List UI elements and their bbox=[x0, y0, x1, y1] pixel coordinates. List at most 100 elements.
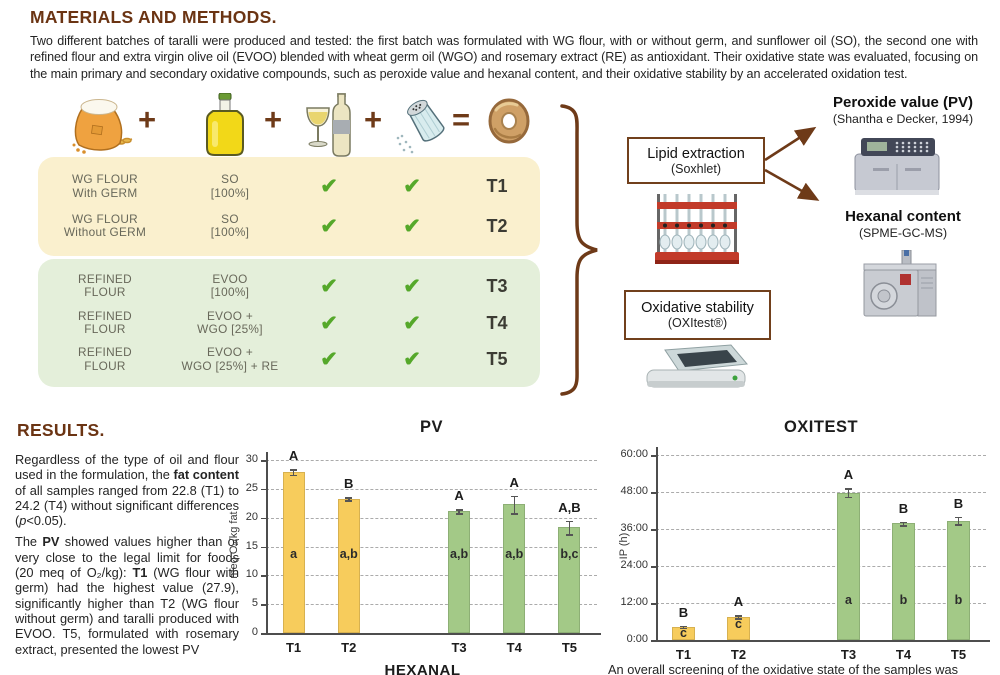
oil-line2: [100%] bbox=[210, 185, 250, 200]
y-tick-label: 48:00 bbox=[620, 485, 648, 497]
bar-letter: c bbox=[680, 626, 687, 641]
x-tick-label: T4 bbox=[506, 640, 522, 655]
oxidative-stability-title: Oxidative stability bbox=[641, 300, 754, 316]
refined-flour-panel: REFINED FLOUR EVOO [100%] ✔ ✔ T3 REFINED FLOUR EV… bbox=[38, 259, 540, 387]
bar bbox=[448, 511, 471, 633]
hexanal-content-title: Hexanal content bbox=[845, 208, 961, 225]
y-tick-label: 5 bbox=[251, 597, 258, 610]
y-tick bbox=[651, 492, 656, 494]
gcms-image bbox=[856, 249, 942, 329]
table-row: REFINED FLOUR EVOO [100%] ✔ ✔ T3 bbox=[38, 271, 540, 300]
oxitest-chart: OXITEST IP (h) 0:00 12:00 24:00 36:00 48:00 60:… bbox=[608, 418, 1000, 675]
error-bar-cap bbox=[735, 618, 742, 620]
oil-cell: EVOO + WGO [25%] bbox=[172, 308, 288, 337]
flour-sack-icon bbox=[66, 92, 136, 161]
x-tick-label: T4 bbox=[895, 647, 912, 662]
check-icon: ✔ bbox=[320, 311, 338, 335]
x-tick-label: T1 bbox=[285, 640, 302, 655]
bar bbox=[892, 523, 915, 640]
significance-letter: A,B bbox=[558, 499, 581, 515]
check-icon: ✔ bbox=[403, 311, 421, 335]
flour-cell: WG FLOUR Without GERM bbox=[38, 211, 172, 240]
peroxide-value-ref: (Shantha e Decker, 1994) bbox=[832, 112, 974, 126]
flour-line1: WG FLOUR bbox=[72, 211, 138, 226]
grid-line bbox=[656, 455, 986, 456]
sample-label: T2 bbox=[486, 215, 508, 236]
error-bar bbox=[513, 495, 515, 514]
bar bbox=[282, 472, 305, 633]
y-tick-label: 0 bbox=[251, 626, 258, 638]
error-bar-cap bbox=[455, 513, 463, 515]
x-tick-label: T2 bbox=[341, 640, 357, 655]
y-tick bbox=[261, 488, 266, 491]
spectrophotometer-image bbox=[853, 134, 941, 203]
error-bar-cap bbox=[845, 496, 852, 499]
flour-line2: FLOUR bbox=[84, 358, 126, 373]
wine-icon bbox=[304, 92, 358, 163]
significance-letter: A bbox=[288, 448, 299, 464]
hexanal-section-title: HEXANAL bbox=[384, 662, 461, 675]
y-tick-label: 12:00 bbox=[620, 596, 648, 608]
wg-flour-panel: WG FLOUR With GERM SO [100%] ✔ ✔ T1 WG FLOUR Wit… bbox=[38, 157, 540, 256]
plus-icon: + bbox=[138, 102, 157, 137]
flour-line2: FLOUR bbox=[84, 322, 126, 336]
grid-line bbox=[266, 575, 597, 577]
oil-line2: WGO [25%] + RE bbox=[181, 358, 279, 373]
error-bar-cap bbox=[510, 495, 518, 498]
error-bar-cap bbox=[345, 500, 353, 502]
error-bar bbox=[292, 469, 295, 475]
table-row: WG FLOUR Without GERM SO [100%] ✔ ✔ T2 bbox=[38, 211, 540, 240]
table-row: REFINED FLOUR EVOO + WGO [25%] ✔ ✔ T4 bbox=[38, 308, 540, 337]
check-icon: ✔ bbox=[403, 348, 421, 372]
grid-line bbox=[656, 492, 986, 493]
error-bar-cap bbox=[290, 469, 298, 471]
error-bar-cap bbox=[955, 516, 962, 519]
oil-bottle-icon bbox=[203, 92, 247, 162]
error-bar-cap bbox=[900, 525, 907, 527]
taralli-icon bbox=[486, 96, 532, 151]
results-paragraph-1: Regardless of the type of oil and flour … bbox=[15, 452, 239, 529]
sample-label: T4 bbox=[486, 312, 508, 333]
oil-line1: EVOO + bbox=[206, 308, 254, 323]
flour-cell: REFINED FLOUR bbox=[38, 309, 172, 337]
bar-letter: a,b bbox=[450, 547, 469, 562]
oil-line2: [100%] bbox=[210, 285, 250, 300]
flow-arrows-icon bbox=[760, 118, 826, 215]
check-icon: ✔ bbox=[320, 175, 338, 199]
error-bar-cap bbox=[345, 497, 353, 499]
significance-letter: A bbox=[509, 474, 519, 490]
plus-icon: + bbox=[364, 102, 383, 137]
y-tick bbox=[651, 566, 656, 568]
oil-cell: SO [100%] bbox=[172, 173, 288, 200]
significance-letter: A bbox=[843, 467, 854, 483]
error-bar bbox=[568, 520, 571, 535]
soxhlet-image bbox=[655, 188, 739, 271]
oxidative-stability-sub: (OXItest®) bbox=[667, 316, 728, 330]
peroxide-value-heading: Peroxide value (PV) (Shantha e Decker, 1… bbox=[818, 94, 988, 126]
error-bar-cap bbox=[955, 524, 962, 526]
check-icon: ✔ bbox=[403, 214, 421, 238]
error-bar bbox=[737, 615, 740, 619]
check-icon: ✔ bbox=[403, 175, 421, 199]
table-row: REFINED FLOUR EVOO + WGO [25%] + RE ✔ ✔ T5 bbox=[38, 346, 540, 373]
grid-line bbox=[266, 488, 597, 490]
results-text-column: Regardless of the type of oil and flour … bbox=[15, 452, 239, 675]
error-bar bbox=[902, 521, 905, 526]
flour-line1: WG FLOUR bbox=[72, 172, 138, 187]
y-tick bbox=[261, 633, 266, 635]
check-icon: ✔ bbox=[403, 274, 421, 298]
grid-line bbox=[266, 460, 597, 461]
y-tick-label: 15 bbox=[245, 539, 258, 552]
y-tick bbox=[651, 640, 656, 642]
bar bbox=[837, 492, 860, 640]
significance-letter: B bbox=[898, 500, 909, 516]
sample-label: T1 bbox=[486, 176, 508, 197]
bar bbox=[503, 504, 526, 633]
oil-line2: [100%] bbox=[210, 225, 250, 240]
flour-line2: With GERM bbox=[72, 185, 138, 200]
bar-letter: b bbox=[899, 593, 908, 608]
error-bar-cap bbox=[455, 509, 463, 511]
flour-line1: REFINED bbox=[78, 271, 132, 286]
error-bar-cap bbox=[510, 513, 518, 515]
